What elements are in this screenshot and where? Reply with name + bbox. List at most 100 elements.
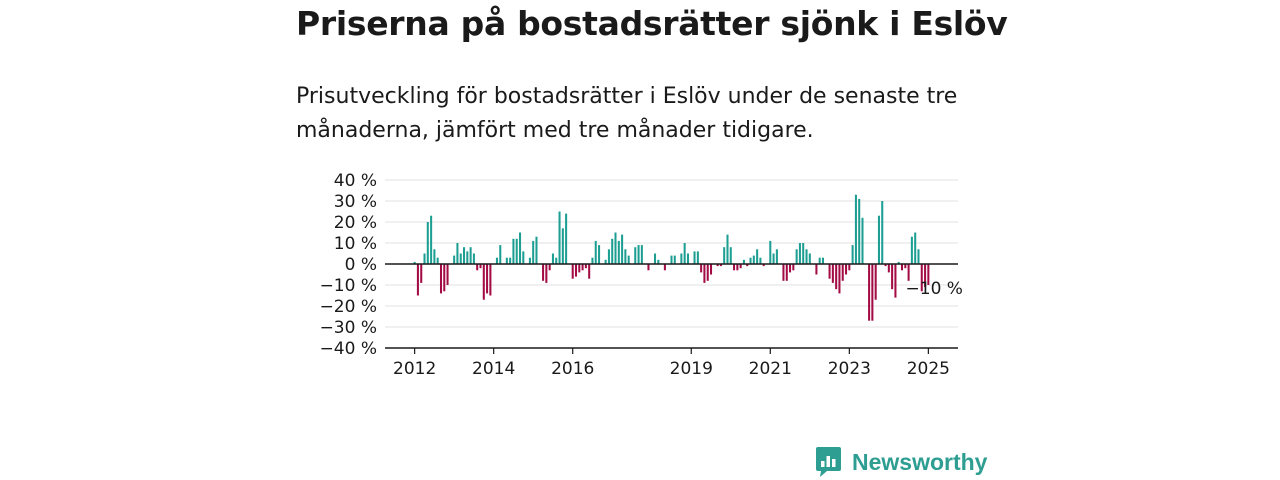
bar [927, 264, 930, 285]
bar [785, 264, 788, 281]
bar [808, 253, 811, 264]
x-tick-label: 2025 [907, 359, 950, 379]
bar [466, 251, 469, 264]
bar [416, 264, 419, 296]
bar [858, 198, 861, 264]
bar [798, 243, 801, 264]
bar [874, 264, 877, 300]
bar [558, 211, 561, 264]
bar [723, 247, 726, 264]
bar [769, 240, 772, 264]
bar [578, 264, 581, 273]
bar [756, 249, 759, 264]
y-tick-label: 10 % [334, 234, 377, 254]
bar [897, 261, 900, 264]
bar [627, 255, 630, 264]
bar [654, 253, 657, 264]
bar [700, 264, 703, 273]
last-value-annotation: −10 % [906, 279, 963, 299]
bar [795, 249, 798, 264]
bar [476, 264, 479, 271]
bar [693, 251, 696, 264]
bar [884, 264, 887, 267]
chart-subtitle: Prisutveckling för bostadsrätter i Eslöv… [296, 84, 958, 143]
bar [581, 264, 584, 271]
y-tick-label: −30 % [320, 318, 377, 338]
bar [545, 264, 548, 283]
bar [904, 264, 907, 269]
bar [443, 264, 446, 292]
x-tick-label: 2021 [749, 359, 792, 379]
x-tick-label: 2019 [670, 359, 713, 379]
bar [703, 264, 706, 283]
bar [423, 253, 426, 264]
y-tick-label: 30 % [334, 192, 377, 212]
bar [588, 264, 591, 279]
y-tick-label: 40 % [334, 171, 377, 191]
bar [640, 245, 643, 264]
bar [512, 238, 515, 264]
bar [733, 264, 736, 271]
newsworthy-logo[interactable]: Newsworthy [815, 446, 987, 478]
bar [726, 234, 729, 264]
bar [686, 253, 689, 264]
bar [430, 215, 433, 264]
bar [571, 264, 574, 279]
bar [439, 264, 443, 294]
bar [647, 264, 650, 271]
bar [519, 232, 522, 264]
bar [861, 217, 864, 264]
bar [486, 264, 489, 294]
bar [670, 255, 673, 264]
bar [749, 257, 752, 264]
bar [456, 243, 459, 264]
bar [420, 264, 423, 283]
bar [617, 240, 620, 264]
bar [657, 259, 660, 264]
bar [624, 249, 627, 264]
bar [489, 264, 492, 296]
x-tick-label: 2012 [393, 359, 436, 379]
bar [621, 234, 624, 264]
x-tick-label: 2014 [472, 359, 515, 379]
bar [775, 249, 778, 264]
y-tick-label: −10 % [320, 276, 377, 296]
bar [548, 264, 551, 271]
bar [914, 232, 917, 264]
bar [413, 261, 416, 264]
bar [542, 264, 545, 281]
bar [515, 238, 518, 264]
bar [509, 257, 512, 264]
newsworthy-logo-text: Newsworthy [852, 448, 988, 475]
bar [426, 222, 429, 264]
y-tick-label: 0 % [345, 255, 377, 275]
bar [499, 245, 502, 264]
bar [719, 264, 722, 267]
bar [680, 253, 683, 264]
bar [637, 245, 640, 264]
bar [683, 243, 686, 264]
bar [505, 257, 508, 264]
bar [673, 255, 676, 264]
bar [802, 243, 805, 264]
bar [746, 264, 749, 267]
bar [614, 232, 617, 264]
bar [805, 249, 808, 264]
bar [828, 264, 831, 279]
bar [920, 264, 923, 292]
y-tick-label: −40 % [320, 339, 377, 359]
newsworthy-logo-icon [816, 447, 841, 477]
bar [924, 264, 927, 288]
bar [910, 236, 913, 264]
bar [841, 264, 844, 281]
bar [459, 253, 462, 264]
bar [634, 247, 637, 264]
bar [433, 249, 436, 264]
bar [782, 264, 785, 281]
bar [894, 264, 897, 298]
bar [772, 253, 775, 264]
bar [831, 264, 834, 283]
bar [792, 264, 795, 271]
bar [789, 264, 792, 273]
bar [551, 253, 554, 264]
